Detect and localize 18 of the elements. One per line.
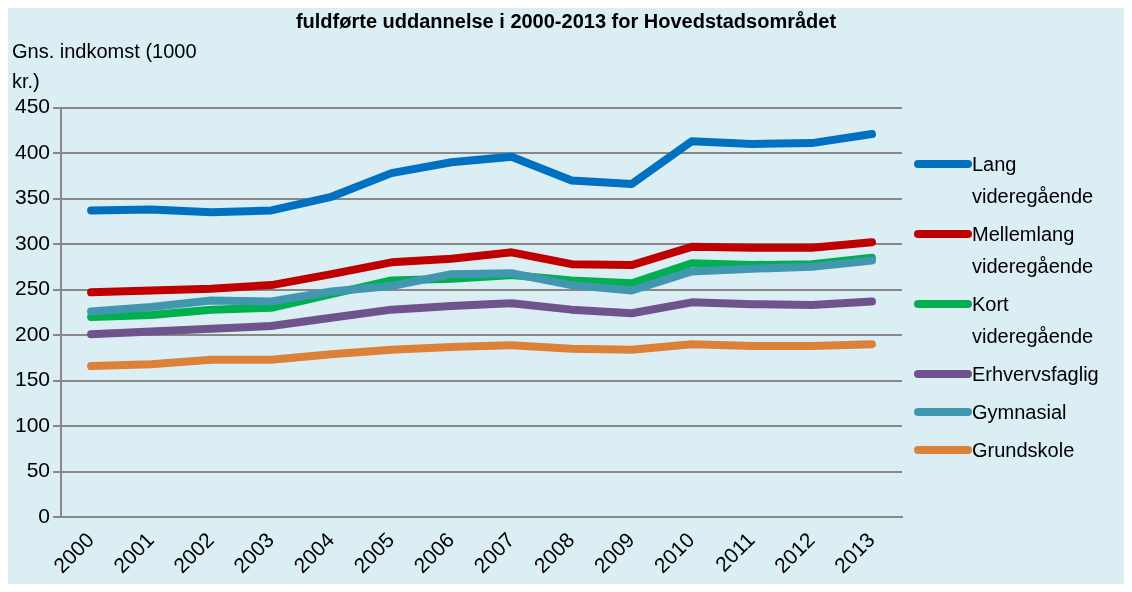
y-tick-label: 250 — [14, 276, 51, 300]
legend-label: Lang videregående — [972, 152, 1095, 209]
y-tick-label: 0 — [38, 503, 51, 527]
y-tick-label: 400 — [14, 139, 51, 163]
legend-label: Kort videregående — [972, 292, 1095, 349]
chart-title: fuldførte uddannelse i 2000-2013 for Hovedstadsområdet — [294, 10, 838, 33]
y-tick-label: 300 — [14, 230, 51, 254]
y-tick-label: 100 — [14, 412, 51, 436]
legend-label: Gymnasial — [972, 400, 1067, 425]
y-tick-label: 350 — [14, 185, 51, 209]
y-tick-label: 50 — [26, 458, 51, 482]
y-axis-title: Gns. indkomst (1000 kr.) — [12, 39, 198, 94]
legend-label: Grundskole — [972, 438, 1075, 463]
y-tick-label: 150 — [14, 367, 51, 391]
legend-label: Mellemlang videregående — [972, 222, 1095, 279]
y-tick-label: 200 — [14, 321, 51, 345]
legend-label: Erhvervsfaglig — [972, 362, 1099, 387]
y-tick-label: 450 — [14, 94, 51, 118]
